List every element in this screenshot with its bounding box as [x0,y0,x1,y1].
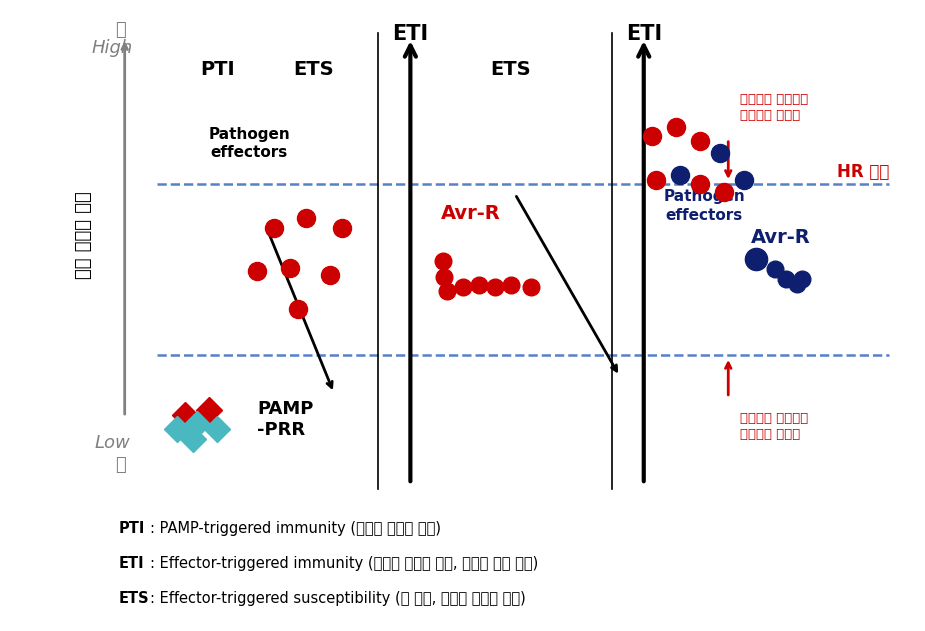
Text: ETI: ETI [118,556,144,570]
Text: ETS: ETS [490,60,531,79]
Text: ETI: ETI [392,24,428,44]
Text: : PAMP-triggered immunity (기본적 저항성 발현): : PAMP-triggered immunity (기본적 저항성 발현) [150,521,440,536]
Text: ETS: ETS [118,591,149,606]
Text: ETI: ETI [625,24,661,44]
Text: Pathogen
effectors: Pathogen effectors [208,127,290,160]
Text: 방어 기작의 정도: 방어 기작의 정도 [76,191,93,279]
Text: Low: Low [94,434,130,452]
Text: High: High [92,39,133,57]
Text: 저: 저 [116,456,126,474]
Text: PAMP
-PRR: PAMP -PRR [257,400,314,439]
Text: ETS: ETS [293,60,334,79]
Text: Avr-R: Avr-R [751,228,810,247]
Text: : Effector-triggered susceptibility (병 발생, 기본적 저항성 억제): : Effector-triggered susceptibility (병 발… [150,591,525,606]
Text: PTI: PTI [118,521,144,536]
Text: PTI: PTI [200,60,235,79]
Text: 효과적인 저항성이
나타나는 최저점: 효과적인 저항성이 나타나는 최저점 [740,412,808,441]
Text: Avr-R: Avr-R [441,204,500,223]
Text: : Effector-triggered immunity (특이적 저항성 발현, 과민성 반응 동반): : Effector-triggered immunity (특이적 저항성 발… [150,556,537,570]
Text: HR 발생: HR 발생 [837,163,889,181]
Text: Pathogen
effectors: Pathogen effectors [663,189,745,223]
Text: 효과적인 저항성이
나타나는 최대점: 효과적인 저항성이 나타나는 최대점 [740,93,808,122]
Text: 고: 고 [116,21,126,39]
